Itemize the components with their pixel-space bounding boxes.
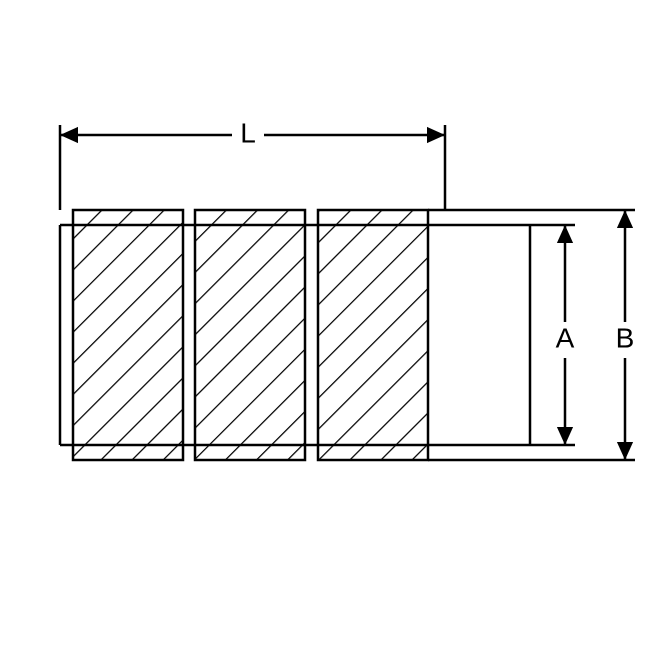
technical-drawing: L A B	[0, 0, 670, 670]
dim-label-A: A	[556, 322, 575, 353]
hatched-block-2	[195, 210, 305, 460]
hatched-block-3	[318, 210, 428, 460]
hatched-block-1	[73, 210, 183, 460]
dim-label-B: B	[616, 322, 635, 353]
drawing-group: L A B	[60, 117, 635, 460]
dim-label-L: L	[240, 117, 256, 148]
